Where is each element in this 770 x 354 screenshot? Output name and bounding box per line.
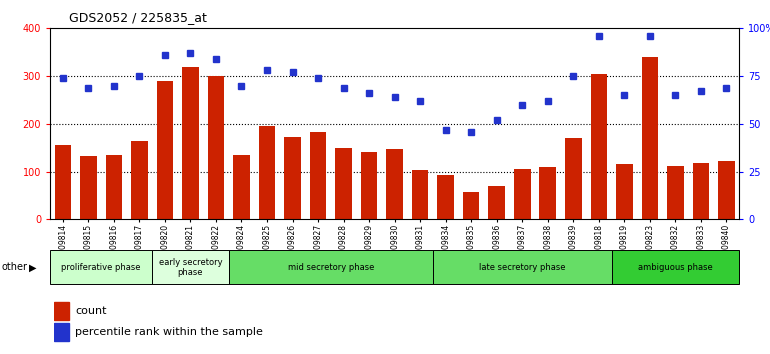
Bar — [641, 57, 658, 219]
Bar — [591, 74, 607, 219]
FancyBboxPatch shape — [50, 250, 152, 284]
Bar — [80, 156, 96, 219]
Bar — [259, 126, 276, 219]
Bar — [335, 148, 352, 219]
FancyBboxPatch shape — [611, 250, 739, 284]
Text: percentile rank within the sample: percentile rank within the sample — [75, 327, 263, 337]
Bar — [208, 76, 224, 219]
Bar — [693, 163, 709, 219]
Text: other: other — [2, 262, 28, 272]
Bar — [565, 138, 581, 219]
Bar — [182, 67, 199, 219]
Text: late secretory phase: late secretory phase — [479, 263, 565, 272]
Bar — [361, 152, 377, 219]
Bar — [387, 149, 403, 219]
Bar — [284, 137, 301, 219]
Bar — [233, 155, 249, 219]
Bar — [540, 167, 556, 219]
FancyBboxPatch shape — [152, 250, 229, 284]
Bar — [412, 170, 428, 219]
Text: GDS2052 / 225835_at: GDS2052 / 225835_at — [69, 11, 207, 24]
Bar — [54, 302, 69, 320]
Text: count: count — [75, 306, 106, 316]
Bar — [156, 81, 173, 219]
Bar — [514, 169, 531, 219]
Text: proliferative phase: proliferative phase — [62, 263, 141, 272]
Text: ▶: ▶ — [29, 262, 37, 272]
Bar — [437, 175, 454, 219]
Bar — [616, 164, 633, 219]
Bar — [55, 145, 71, 219]
Text: early secretory
phase: early secretory phase — [159, 258, 223, 277]
Bar — [718, 161, 735, 219]
Text: ambiguous phase: ambiguous phase — [638, 263, 713, 272]
Bar — [105, 155, 122, 219]
Bar — [488, 186, 505, 219]
Text: mid secretory phase: mid secretory phase — [288, 263, 374, 272]
Bar — [54, 324, 69, 341]
FancyBboxPatch shape — [229, 250, 433, 284]
Bar — [463, 192, 480, 219]
Bar — [131, 141, 148, 219]
FancyBboxPatch shape — [433, 250, 611, 284]
Bar — [667, 166, 684, 219]
Bar — [310, 132, 326, 219]
